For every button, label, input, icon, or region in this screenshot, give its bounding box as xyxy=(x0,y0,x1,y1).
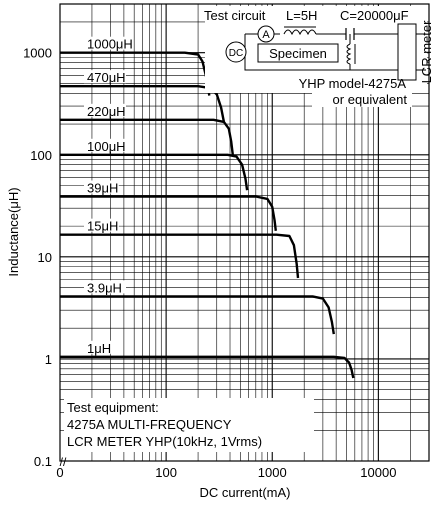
specimen-coil xyxy=(346,43,352,65)
series-label: 3.9μH xyxy=(87,280,122,295)
dc-source-label: DC xyxy=(229,48,243,59)
test-equipment-note-background xyxy=(64,398,314,452)
y-tick-label: 1000 xyxy=(23,46,52,61)
y-tick-labels: 0.1 1 10 100 1000 xyxy=(23,46,52,469)
test-equipment-heading: Test equipment: xyxy=(67,400,159,415)
series-label-background xyxy=(84,280,126,294)
test-equipment-line-2: LCR METER YHP(10kHz, 1Vrms) xyxy=(67,434,262,449)
test-equipment-line-1: 4275A MULTI-FREQUENCY xyxy=(67,417,232,432)
model-line-1: YHP model-4275A xyxy=(299,76,407,91)
inductor-label: L=5H xyxy=(286,8,317,23)
series-curve xyxy=(60,233,300,279)
lcr-meter-label: LCR meter xyxy=(419,20,434,84)
series-label-background xyxy=(84,180,119,194)
series-label-background xyxy=(84,103,126,117)
specimen-box xyxy=(257,43,339,63)
series-label-background xyxy=(84,36,134,50)
series-label: 100μH xyxy=(87,139,126,154)
series-label: 39μH xyxy=(87,181,118,196)
test-circuit-inset: Test circuit L=5H C=20000μF DC A Specime… xyxy=(204,6,434,93)
series-curve xyxy=(60,295,335,335)
x-axis-break-mark: // xyxy=(60,455,67,469)
lcr-meter-box xyxy=(397,23,417,81)
x-tick-label: 0 xyxy=(56,465,63,480)
ammeter-symbol xyxy=(257,25,275,43)
specimen-label: Specimen xyxy=(269,46,327,61)
series-label-background xyxy=(84,218,119,232)
y-tick-label: 10 xyxy=(38,250,52,265)
x-axis-title: DC current(mA) xyxy=(199,485,290,500)
series-curve xyxy=(60,195,277,231)
series-label: 1μH xyxy=(87,341,111,356)
x-tick-label: 100 xyxy=(155,465,177,480)
series-label: 470μH xyxy=(87,70,126,85)
series-label-background xyxy=(84,340,112,354)
y-tick-label: 0.1 xyxy=(34,454,52,469)
test-equipment-note: Test equipment: 4275A MULTI-FREQUENCY LC… xyxy=(64,398,314,452)
model-line-2-background xyxy=(312,93,412,107)
x-tick-labels: 0 100 1000 10000 xyxy=(56,465,396,480)
inductor-coil xyxy=(283,29,317,36)
test-circuit-title: Test circuit xyxy=(204,8,266,23)
y-tick-label: 1 xyxy=(45,352,52,367)
dc-source-symbol xyxy=(225,41,247,63)
x-tick-label: 10000 xyxy=(360,465,396,480)
x-tick-label: 1000 xyxy=(258,465,287,480)
series-label: 1000μH xyxy=(87,37,133,52)
capacitor-label: C=20000μF xyxy=(340,8,409,23)
series-curve xyxy=(60,153,249,191)
series-label: 220μH xyxy=(87,104,126,119)
y-tick-label: 100 xyxy=(30,148,52,163)
plot-frame xyxy=(59,3,430,462)
series-curve xyxy=(60,51,211,96)
series-label-background xyxy=(84,70,126,84)
series-label: 15μH xyxy=(87,219,118,234)
y-axis-title: Inductance(μH) xyxy=(6,187,21,276)
series-curves xyxy=(60,51,355,379)
series-curve xyxy=(60,355,355,379)
ammeter-label: A xyxy=(262,29,270,41)
series-curve xyxy=(60,118,234,155)
series-labels: 1000μH 470μH 220μH 100μH 39μH 15μH 3.9μH 1μH xyxy=(84,36,134,356)
series-label-background xyxy=(84,138,126,152)
model-line-2: or equivalent xyxy=(333,92,408,107)
